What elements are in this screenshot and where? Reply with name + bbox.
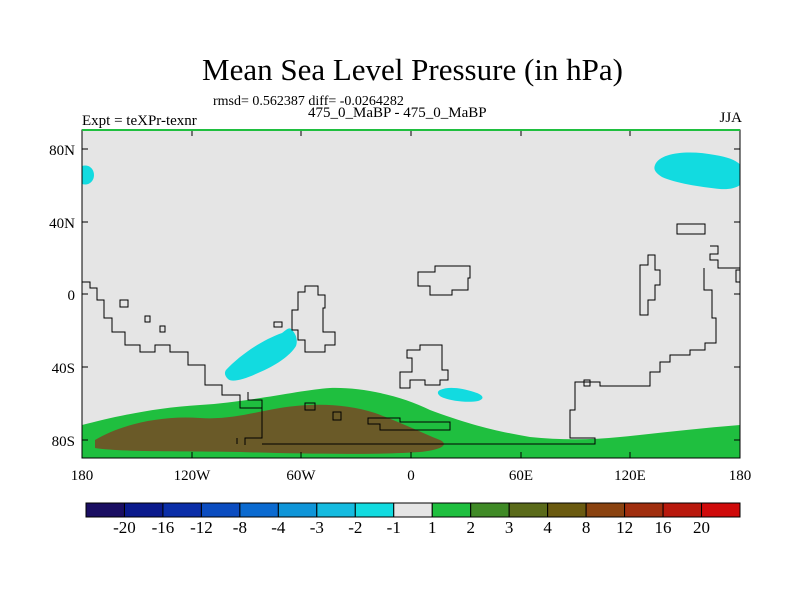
colorbar-label: -12: [190, 518, 213, 537]
colorbar-label: -2: [348, 518, 362, 537]
coastlines: [82, 223, 740, 445]
stats-line: rmsd= 0.562387 diff= -0.0264282: [213, 94, 404, 109]
colorbar-label: 20: [693, 518, 710, 537]
colorbar-label: 16: [655, 518, 672, 537]
negative-anomaly-south-atlantic: [437, 387, 483, 402]
map-fields: [82, 152, 740, 458]
colorbar-swatch: [277, 502, 318, 518]
lat-label-80n: 80N: [49, 143, 75, 159]
negative-anomaly-south-pacific: [224, 328, 297, 381]
strong-positive-anomaly: [95, 404, 444, 454]
season-label: JJA: [719, 110, 742, 126]
colorbar-label: 4: [543, 518, 552, 537]
colorbar-swatch: [662, 502, 703, 518]
colorbar-label: -16: [152, 518, 175, 537]
colorbar-swatch: [123, 502, 164, 518]
colorbar-label: 1: [428, 518, 437, 537]
negative-anomaly-arctic-west: [82, 165, 94, 185]
colorbar-swatch: [431, 502, 472, 518]
colorbar-swatch: [162, 502, 202, 518]
lon-label-180w: 180: [71, 468, 94, 484]
lon-label-60w: 60W: [286, 468, 316, 484]
colorbar-label: -8: [233, 518, 247, 537]
colorbar-labels: -20 -16 -12 -8 -4 -3 -2 -1 1 2 3 4 8 12 16 20: [113, 518, 710, 537]
colorbar: [85, 502, 741, 518]
colorbar-label: -20: [113, 518, 136, 537]
lat-label-40s: 40S: [52, 361, 75, 377]
colorbar-label: 3: [505, 518, 514, 537]
colorbar-swatch: [547, 502, 587, 518]
colorbar-swatch: [701, 502, 741, 518]
lat-label-80s: 80S: [52, 434, 75, 450]
colorbar-label: -3: [310, 518, 324, 537]
colorbar-label: 8: [582, 518, 591, 537]
colorbar-swatch: [508, 502, 549, 518]
colorbar-swatch: [624, 502, 664, 518]
colorbar-swatch: [239, 502, 279, 518]
colorbar-swatch: [470, 502, 510, 518]
colorbar-swatch: [393, 502, 433, 518]
colorbar-label: 2: [466, 518, 475, 537]
lon-label-180e: 180: [729, 468, 752, 484]
colorbar-swatch: [585, 502, 626, 518]
chart-title: Mean Sea Level Pressure (in hPa): [202, 52, 623, 87]
comparison-label: 475_0_MaBP - 475_0_MaBP: [308, 105, 487, 121]
negative-anomaly-arctic-east: [654, 152, 740, 190]
colorbar-swatch: [316, 502, 356, 518]
lon-label-60e: 60E: [509, 468, 533, 484]
colorbar-swatch: [200, 502, 241, 518]
lon-label-120e: 120E: [614, 468, 646, 484]
colorbar-swatch: [85, 502, 125, 518]
lat-label-40n: 40N: [49, 216, 75, 232]
colorbar-swatch: [354, 502, 395, 518]
colorbar-label: -4: [271, 518, 286, 537]
lat-label-equator: 0: [68, 288, 76, 304]
experiment-label: Expt = teXPr-texnr: [82, 113, 197, 129]
colorbar-label: -1: [387, 518, 401, 537]
colorbar-label: 12: [616, 518, 633, 537]
lon-label-120w: 120W: [174, 468, 212, 484]
lon-label-0: 0: [407, 468, 415, 484]
